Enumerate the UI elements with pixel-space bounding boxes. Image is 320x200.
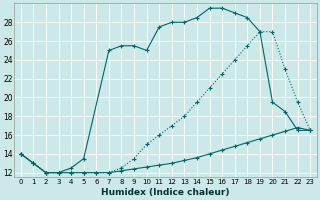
X-axis label: Humidex (Indice chaleur): Humidex (Indice chaleur) (101, 188, 230, 197)
